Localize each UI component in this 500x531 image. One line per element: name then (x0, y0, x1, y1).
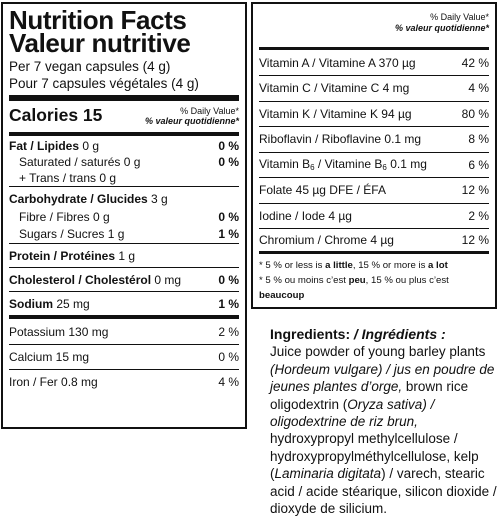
serving-size-fr: Pour 7 capsules végétales (4 g) (9, 76, 199, 91)
protein-row: Protein / Protéines 1 g (9, 243, 239, 267)
vitamin-b6-dv: 6 % (468, 157, 489, 172)
vitamin-k-dv: 80 % (461, 106, 489, 121)
iodine-row: Iodine / Iode 4 µg 2 % (259, 202, 489, 229)
fat-dv: 0 % (218, 138, 239, 153)
vitamin-c-label: Vitamin C / Vitamine C 4 mg (259, 81, 410, 96)
vitamin-a-dv: 42 % (461, 55, 489, 70)
fat-row: Fat / Lipides 0 g 0 % (9, 137, 239, 154)
title-en: Nutrition Facts (9, 5, 187, 35)
title-fr: Valeur nutritive (9, 28, 191, 58)
sugars-amount: 1 g (107, 227, 125, 241)
ingredients-text: Juice powder of young barley plants (Hor… (270, 344, 497, 517)
divider-medium-2 (9, 315, 239, 319)
cholesterol-row: Cholesterol / Cholestérol 0 mg 0 % (9, 267, 239, 291)
cholesterol-dv: 0 % (218, 272, 239, 287)
sodium-row: Sodium 25 mg 1 % (9, 291, 239, 315)
protein-label: Protein / Protéines (9, 248, 116, 263)
vitamin-k-row: Vitamin K / Vitamine K 94 µg 80 % (259, 100, 489, 127)
vitamins-minerals-panel: % Daily Value* % valeur quotidienne* Vit… (251, 2, 497, 309)
calories-label: Calories 15 (9, 105, 103, 125)
daily-value-header: % Daily Value* % valeur quotidienne* (145, 106, 239, 126)
potassium-row: Potassium 130 mg 2 % (9, 319, 239, 344)
trans-row: + Trans / trans 0 g (9, 170, 239, 186)
iron-label: Iron / Fer 0.8 mg (9, 375, 98, 389)
ingredients-heading: Ingredients: / Ingrédients : (270, 326, 446, 342)
calcium-label: Calcium 15 mg (9, 350, 90, 364)
sugars-dv: 1 % (218, 227, 239, 241)
calories-row: Calories 15 % Daily Value* % valeur quot… (9, 103, 239, 130)
sodium-label: Sodium (9, 296, 53, 311)
serving-size-en: Per 7 vegan capsules (4 g) (9, 59, 171, 74)
carbohydrate-label: Carbohydrate / Glucides (9, 192, 148, 206)
saturated-row: Saturated / saturés 0 g 0 % (9, 154, 239, 170)
carbohydrate-row: Carbohydrate / Glucides 3 g (9, 186, 239, 208)
right-dv-header-en: % Daily Value* (430, 12, 489, 22)
calcium-dv: 0 % (218, 350, 239, 364)
divider-thick (9, 95, 239, 101)
folate-row: Folate 45 µg DFE / ÉFA 12 % (259, 177, 489, 203)
saturated-label: Saturated / saturés (19, 155, 121, 169)
vitamin-a-label: Vitamin A / Vitamine A 370 µg (259, 55, 416, 70)
fibre-row: Fibre / Fibres 0 g 0 % (9, 208, 239, 225)
riboflavin-label: Riboflavin / Riboflavine 0.1 mg (259, 132, 422, 147)
riboflavin-dv: 8 % (468, 132, 489, 147)
carbohydrate-amount: 3 g (151, 192, 168, 206)
calcium-row: Calcium 15 mg 0 % (9, 344, 239, 369)
sugars-row: Sugars / Sucres 1 g 1 % (9, 225, 239, 243)
dv-header-en: % Daily Value* (180, 106, 239, 116)
sodium-amount: 25 mg (56, 296, 90, 311)
protein-amount: 1 g (118, 248, 136, 263)
sugars-label: Sugars / Sucres (19, 227, 105, 241)
footnote-en: * 5 % or less is a little, 15 % or more … (259, 259, 448, 271)
saturated-amount: 0 g (123, 155, 141, 169)
chromium-row: Chromium / Chrome 4 µg 12 % (259, 228, 489, 254)
folate-label: Folate 45 µg DFE / ÉFA (259, 183, 386, 198)
right-dv-header-fr: % valeur quotidienne* (394, 23, 489, 33)
fibre-amount: 0 g (93, 209, 110, 224)
iron-row: Iron / Fer 0.8 mg 4 % (9, 369, 239, 394)
right-daily-value-header: % Daily Value* % valeur quotidienne* (259, 4, 489, 47)
chromium-dv: 12 % (461, 232, 489, 247)
potassium-dv: 2 % (218, 324, 239, 339)
trans-label: + Trans / trans (19, 171, 97, 185)
ingredients-list: Ingredients: / Ingrédients : Juice powde… (270, 326, 498, 517)
divider-medium (9, 132, 239, 136)
trans-amount: 0 g (99, 171, 117, 185)
footnote-fr: * 5 % ou moins c’est peu, 15 % ou plus c… (259, 274, 449, 301)
cholesterol-amount: 0 mg (154, 272, 182, 287)
iron-dv: 4 % (218, 375, 239, 389)
iodine-dv: 2 % (468, 208, 489, 223)
fat-amount: 0 g (82, 138, 100, 153)
vitamin-k-label: Vitamin K / Vitamine K 94 µg (259, 106, 412, 121)
fat-label: Fat / Lipides (9, 138, 80, 153)
chromium-label: Chromium / Chrome 4 µg (259, 232, 394, 247)
riboflavin-row: Riboflavin / Riboflavine 0.1 mg 8 % (259, 126, 489, 152)
vitamin-a-row: Vitamin A / Vitamine A 370 µg 42 % (259, 47, 489, 75)
nutrition-facts-panel: Nutrition Facts Valeur nutritive Per 7 v… (1, 2, 247, 429)
vitamin-b6-row: Vitamin B6 / Vitamine B6 0.1 mg 6 % (259, 151, 489, 178)
saturated-dv: 0 % (218, 155, 239, 169)
potassium-label: Potassium 130 mg (9, 324, 109, 339)
dv-header-fr: % valeur quotidienne* (144, 116, 239, 126)
footnote: * 5 % or less is a little, 15 % or more … (259, 254, 489, 303)
vitamin-c-dv: 4 % (468, 81, 489, 96)
sodium-dv: 1 % (218, 296, 239, 311)
fibre-label: Fibre / Fibres (19, 209, 90, 224)
vitamin-b6-label: Vitamin B6 / Vitamine B6 0.1 mg (259, 157, 427, 173)
folate-dv: 12 % (461, 183, 489, 198)
fibre-dv: 0 % (218, 209, 239, 224)
vitamin-c-row: Vitamin C / Vitamine C 4 mg 4 % (259, 75, 489, 101)
cholesterol-label: Cholesterol / Cholestérol (9, 272, 152, 287)
iodine-label: Iodine / Iode 4 µg (259, 208, 352, 223)
